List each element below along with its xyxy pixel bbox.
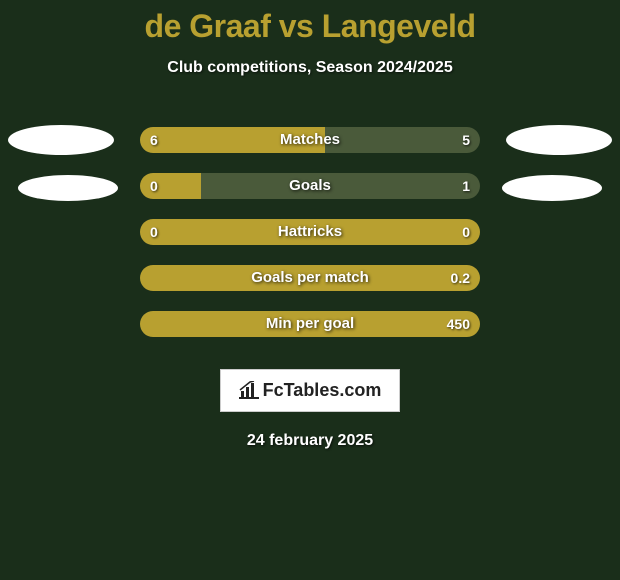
player-right-oval [506,125,612,155]
stat-label: Matches [140,127,480,153]
stat-rows: 65Matches01Goals00Hattricks0.2Goals per … [0,117,620,347]
stat-label: Goals per match [140,265,480,291]
page-title: de Graaf vs Langeveld [0,0,620,45]
stat-label: Goals [140,173,480,199]
chart-icon [239,381,259,399]
stat-label: Hattricks [140,219,480,245]
date-text: 24 february 2025 [0,432,620,450]
player-left-oval [8,125,114,155]
stat-label: Min per goal [140,311,480,337]
stat-row: 0.2Goals per match [0,255,620,301]
stat-row: 65Matches [0,117,620,163]
stat-row: 450Min per goal [0,301,620,347]
player-left-oval [18,175,118,201]
stat-row: 00Hattricks [0,209,620,255]
badge-text: FcTables.com [263,380,382,400]
subtitle: Club competitions, Season 2024/2025 [0,59,620,77]
player-right-oval [502,175,602,201]
source-badge: FcTables.com [220,369,401,412]
comparison-infographic: de Graaf vs Langeveld Club competitions,… [0,0,620,580]
stat-row: 01Goals [0,163,620,209]
